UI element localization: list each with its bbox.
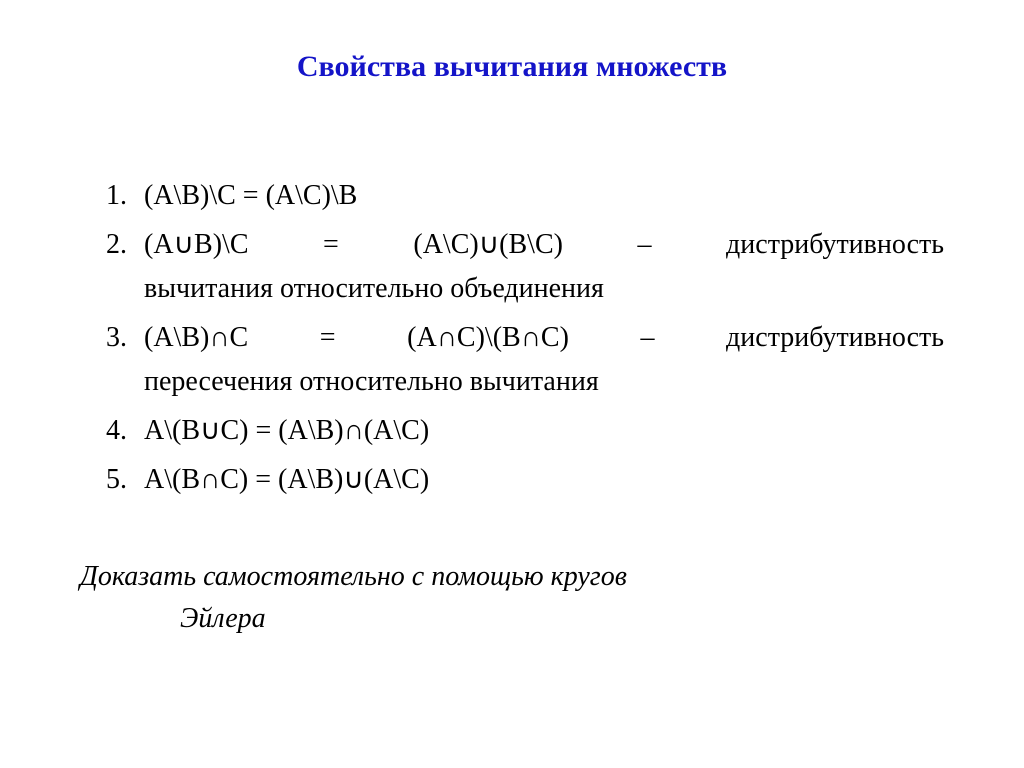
- property-item-2: (A∪B)\C = (A\C)∪(B\C) – дистрибутивность…: [134, 223, 944, 310]
- slide-title: Свойства вычитания множеств: [80, 50, 944, 84]
- property-3-line2: пересечения относительно вычитания: [144, 360, 944, 403]
- property-item-3: (A\B)∩C = (A∩C)\(B∩C) – дистрибутивность…: [134, 316, 944, 403]
- footnote-line2: Эйлера: [80, 598, 944, 640]
- property-4-formula: A\(B∪C) = (A\B)∩(A\C): [144, 415, 429, 446]
- property-item-5: A\(B∩C) = (A\B)∪(A\C): [134, 458, 944, 501]
- properties-list: (A\B)\C = (A\C)\B (A∪B)\C = (A\C)∪(B\C) …: [90, 174, 944, 502]
- property-item-1: (A\B)\C = (A\C)\B: [134, 174, 944, 217]
- property-3-line1: (A\B)∩C = (A∩C)\(B∩C) – дистрибутивность: [144, 316, 944, 359]
- slide: Свойства вычитания множеств (A\B)\C = (A…: [0, 0, 1024, 768]
- footnote: Доказать самостоятельно с помощью кругов…: [80, 556, 944, 640]
- footnote-line1: Доказать самостоятельно с помощью кругов: [80, 561, 627, 592]
- property-1-formula: (A\B)\C = (A\C)\B: [144, 180, 357, 211]
- property-2-line2: вычитания относительно объединения: [144, 267, 944, 310]
- property-item-4: A\(B∪C) = (A\B)∩(A\C): [134, 409, 944, 452]
- property-2-line1: (A∪B)\C = (A\C)∪(B\C) – дистрибутивность: [144, 223, 944, 266]
- property-5-formula: A\(B∩C) = (A\B)∪(A\C): [144, 464, 429, 495]
